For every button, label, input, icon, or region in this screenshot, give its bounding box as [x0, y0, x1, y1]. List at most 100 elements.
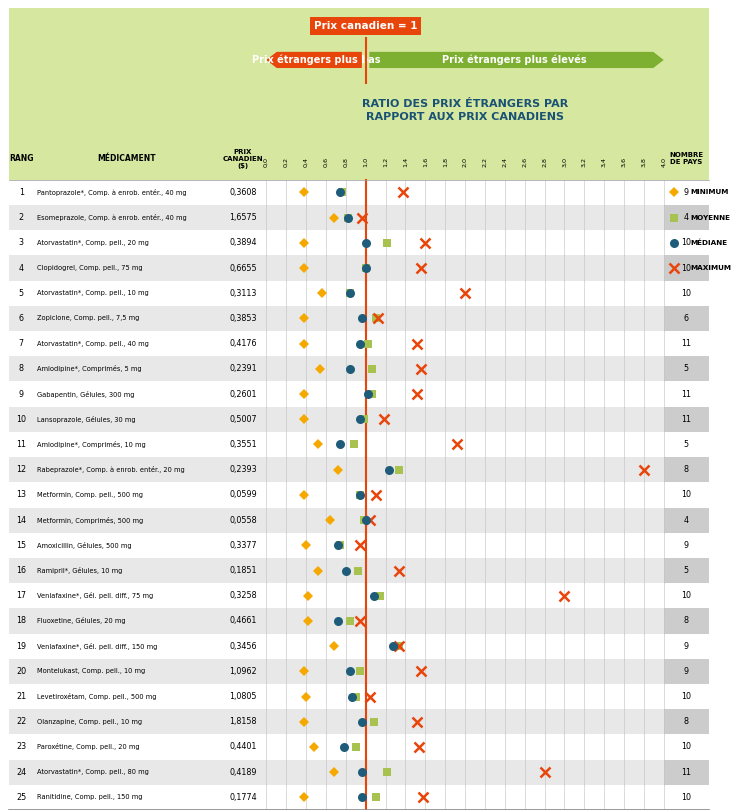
Text: 0,3456: 0,3456	[230, 642, 256, 650]
Text: 1,0962: 1,0962	[230, 667, 256, 676]
Text: 0,3377: 0,3377	[230, 541, 256, 550]
Text: Metformin, Comprimés, 500 mg: Metformin, Comprimés, 500 mg	[37, 517, 143, 523]
Text: 9: 9	[684, 188, 688, 197]
Bar	[664, 785, 709, 810]
Bar	[9, 280, 664, 306]
Text: 8: 8	[684, 616, 688, 625]
Text: 6: 6	[684, 314, 688, 323]
Bar	[9, 407, 664, 432]
Text: 22: 22	[16, 718, 26, 727]
Text: MOYENNE: MOYENNE	[690, 215, 730, 220]
Bar	[9, 306, 664, 331]
Text: Esomeprazole, Comp. à enrob. entér., 40 mg: Esomeprazole, Comp. à enrob. entér., 40 …	[37, 214, 187, 221]
Text: 9: 9	[684, 541, 688, 550]
Text: MÉDIANE: MÉDIANE	[690, 240, 728, 246]
Text: PRIX
CANADIEN
($): PRIX CANADIEN ($)	[223, 149, 263, 168]
Text: 2,6: 2,6	[522, 157, 527, 167]
Text: 9: 9	[684, 642, 688, 650]
Text: 1: 1	[19, 188, 24, 197]
Text: 17: 17	[16, 591, 26, 600]
Text: 16: 16	[16, 566, 26, 575]
Text: 4: 4	[684, 516, 688, 525]
Bar	[664, 558, 709, 583]
Bar	[664, 331, 709, 356]
Text: 0,4189: 0,4189	[230, 768, 256, 777]
Text: 0,4661: 0,4661	[230, 616, 256, 625]
Text: 7: 7	[19, 339, 24, 348]
Text: RATIO DES PRIX ÉTRANGERS PAR
RAPPORT AUX PRIX CANADIENS: RATIO DES PRIX ÉTRANGERS PAR RAPPORT AUX…	[362, 99, 568, 121]
Text: 0,0: 0,0	[264, 157, 268, 167]
Text: 10: 10	[681, 793, 692, 802]
Bar	[9, 138, 709, 180]
Bar	[9, 83, 709, 138]
Bar	[664, 180, 709, 205]
Text: Prix canadien = 1: Prix canadien = 1	[314, 21, 417, 31]
Text: 21: 21	[16, 692, 26, 701]
Text: Atorvastatin*, Comp. pell., 10 mg: Atorvastatin*, Comp. pell., 10 mg	[37, 290, 148, 296]
Text: 11: 11	[681, 339, 692, 348]
Text: 11: 11	[681, 768, 692, 777]
Bar	[664, 356, 709, 382]
Text: Lansoprazole, Gélules, 30 mg: Lansoprazole, Gélules, 30 mg	[37, 416, 135, 423]
Text: 1,2: 1,2	[383, 157, 388, 167]
Text: 2,2: 2,2	[482, 157, 488, 167]
Text: 8: 8	[684, 718, 688, 727]
Text: 11: 11	[16, 440, 26, 449]
Text: 0,3608: 0,3608	[230, 188, 256, 197]
Bar	[9, 659, 664, 684]
Bar	[9, 482, 664, 508]
Text: 0,8: 0,8	[344, 157, 348, 167]
FancyArrow shape	[266, 52, 362, 68]
Text: 0,3894: 0,3894	[230, 238, 256, 247]
Text: Atorvastatin*, Comp. pell., 80 mg: Atorvastatin*, Comp. pell., 80 mg	[37, 770, 148, 775]
Bar	[9, 8, 709, 83]
Text: 10: 10	[681, 692, 692, 701]
Bar	[9, 735, 664, 760]
Bar	[9, 356, 664, 382]
Text: 24: 24	[16, 768, 26, 777]
Bar	[664, 205, 709, 230]
Text: Clopidogrel, Comp. pell., 75 mg: Clopidogrel, Comp. pell., 75 mg	[37, 265, 142, 271]
Bar	[664, 659, 709, 684]
Text: 11: 11	[681, 415, 692, 424]
Bar	[664, 407, 709, 432]
Text: 1,8158: 1,8158	[230, 718, 256, 727]
Text: Pantoprazole*, Comp. à enrob. entér., 40 mg: Pantoprazole*, Comp. à enrob. entér., 40…	[37, 189, 186, 196]
Text: 0,0599: 0,0599	[229, 490, 256, 500]
Text: 10: 10	[681, 238, 692, 247]
Text: Montelukast, Comp. pell., 10 mg: Montelukast, Comp. pell., 10 mg	[37, 668, 145, 675]
Text: 3,2: 3,2	[582, 157, 586, 167]
Bar	[664, 608, 709, 633]
Text: 1,0805: 1,0805	[230, 692, 256, 701]
Bar	[664, 306, 709, 331]
Text: 1,8: 1,8	[442, 157, 448, 167]
Text: 19: 19	[16, 642, 26, 650]
Bar	[664, 280, 709, 306]
Bar	[664, 432, 709, 457]
Bar	[9, 785, 664, 810]
Bar	[664, 382, 709, 407]
Text: 1,6575: 1,6575	[229, 213, 256, 222]
Text: Gabapentin, Gélules, 300 mg: Gabapentin, Gélules, 300 mg	[37, 390, 134, 398]
Text: 0,5007: 0,5007	[230, 415, 256, 424]
Text: 12: 12	[16, 465, 26, 474]
Text: 10: 10	[681, 288, 692, 298]
Text: 0,2: 0,2	[284, 157, 289, 167]
Bar	[9, 331, 664, 356]
Bar	[664, 230, 709, 255]
Text: NOMBRE
DE PAYS: NOMBRE DE PAYS	[669, 152, 704, 165]
Bar	[9, 608, 664, 633]
Bar	[664, 735, 709, 760]
Text: 4: 4	[19, 263, 24, 272]
Text: 6: 6	[19, 314, 24, 323]
Bar	[664, 684, 709, 710]
Text: Ranitidine, Comp. pell., 150 mg: Ranitidine, Comp. pell., 150 mg	[37, 795, 142, 800]
Text: Prix étrangers plus bas: Prix étrangers plus bas	[252, 55, 380, 65]
Bar	[664, 710, 709, 735]
Text: 8: 8	[19, 364, 24, 373]
Text: Paroxétine, Comp. pell., 20 mg: Paroxétine, Comp. pell., 20 mg	[37, 744, 140, 751]
Text: 3,4: 3,4	[602, 157, 607, 167]
Text: 18: 18	[16, 616, 26, 625]
Text: 15: 15	[16, 541, 26, 550]
Text: 0,2391: 0,2391	[230, 364, 256, 373]
